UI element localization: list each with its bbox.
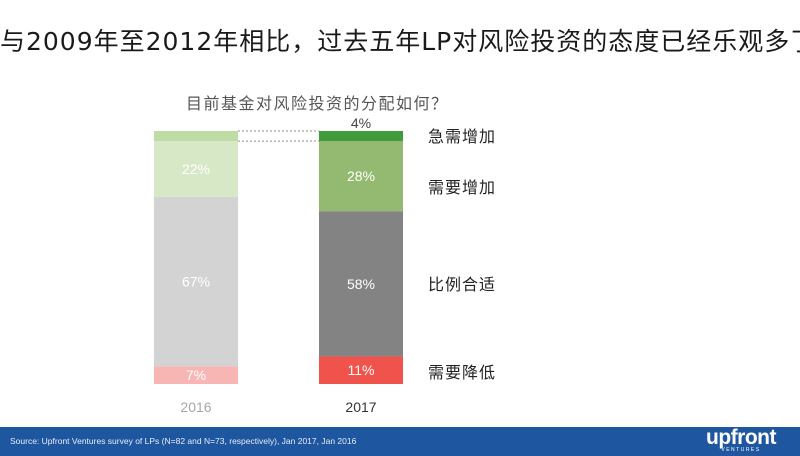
legend-label-4: 急需增加 xyxy=(428,127,496,146)
chart-subtitle: 目前基金对风险投资的分配如何？ xyxy=(186,94,449,113)
stacked-bar-chart: 7% 67% 22% 4% 11% 58% 28% 4% 2016 2017 需要降低 比例合适 需要增… xyxy=(154,115,496,415)
logo-subtext: VENTURES xyxy=(721,447,761,453)
bar-segment-2017-1 xyxy=(319,356,403,384)
data-label-2017-1: 11% xyxy=(348,362,375,378)
bar-segment-2016-4 xyxy=(154,131,238,142)
upfront-logo: upfront VENTURES xyxy=(696,427,786,456)
bar-segment-2016-2 xyxy=(154,196,238,367)
data-label-2016-3: 22% xyxy=(182,161,210,177)
bar-segment-2017-2 xyxy=(319,211,403,357)
legend-label-1: 需要降低 xyxy=(428,363,496,382)
bar-segment-2016-3 xyxy=(154,141,238,197)
data-label-2017-4: 4% xyxy=(351,115,371,131)
data-label-2016-2: 67% xyxy=(182,274,210,290)
slide-title: 与2009年至2012年相比，过去五年LP对风险投资的态度已经乐观多了 xyxy=(0,27,800,56)
legend-label-2: 比例合适 xyxy=(428,275,496,294)
category-label-2016: 2016 xyxy=(180,399,211,415)
source-note: Source: Upfront Ventures survey of LPs (… xyxy=(10,436,357,446)
category-label-2017: 2017 xyxy=(345,399,376,415)
data-label-2016-4: 4% xyxy=(186,115,206,131)
bar-segment-2017-3 xyxy=(319,141,403,212)
data-label-2017-2: 58% xyxy=(347,276,375,292)
legend-label-3: 需要增加 xyxy=(428,178,496,197)
data-label-2016-1: 7% xyxy=(186,367,206,383)
bar-segment-2016-1 xyxy=(154,366,238,384)
bar-segment-2017-4 xyxy=(319,131,403,142)
data-label-2017-3: 28% xyxy=(347,168,375,184)
logo-wordmark: upfront xyxy=(706,426,776,449)
footer-bar: Source: Upfront Ventures survey of LPs (… xyxy=(0,427,800,456)
